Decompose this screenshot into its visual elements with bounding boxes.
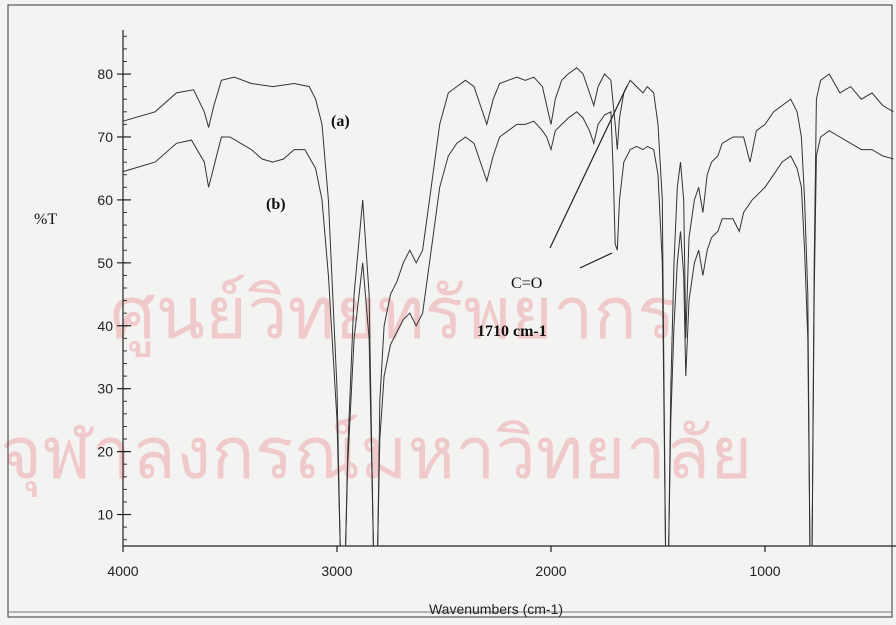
- x-tick-label: 3000: [321, 563, 352, 579]
- annotation-pointer-a: [550, 86, 627, 248]
- x-tick-label: 1000: [749, 563, 780, 579]
- x-tick-label: 2000: [535, 563, 566, 579]
- annotation-b: (b): [266, 196, 286, 213]
- y-tick-label: 30: [97, 381, 113, 397]
- y-tick-label: 70: [97, 129, 113, 145]
- y-tick-label: 80: [97, 66, 113, 82]
- x-axis-label: Wavenumbers (cm-1): [429, 601, 563, 617]
- y-tick-label: 20: [97, 444, 113, 460]
- annotation-pointer-b: [580, 253, 612, 268]
- y-tick-label: 50: [97, 255, 113, 271]
- watermark-line-1: ศูนย์วิทยทรัพยากร: [110, 271, 676, 357]
- y-tick-label: 10: [97, 507, 113, 523]
- annotation-a: (a): [331, 113, 350, 130]
- y-tick-label: 60: [97, 192, 113, 208]
- y-minor-ticks: [123, 36, 127, 539]
- y-tick-label: 40: [97, 318, 113, 334]
- x-ticks: 4000 3000 2000 1000: [107, 546, 780, 579]
- x-tick-label: 4000: [107, 563, 138, 579]
- annotation-carbonyl: C=O: [511, 275, 542, 292]
- annotation-wavenumber: 1710 cm-1: [477, 323, 547, 340]
- y-axis-label: %T: [34, 211, 57, 228]
